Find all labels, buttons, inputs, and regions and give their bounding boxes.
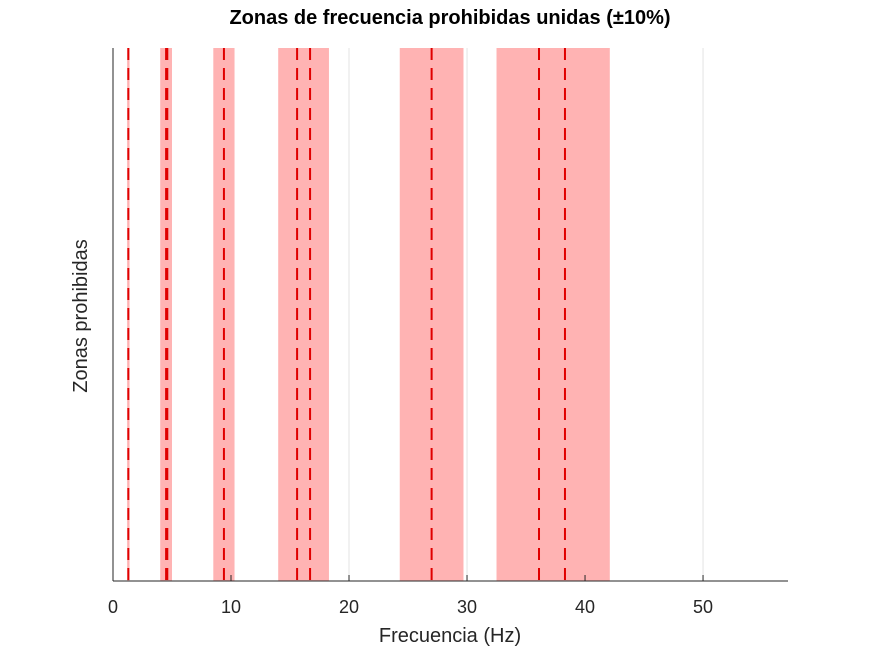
x-tick-label: 50	[693, 597, 713, 617]
x-ticks: 0 10 20 30 40 50	[108, 575, 713, 617]
y-axis-label: Zonas prohibidas	[70, 239, 92, 392]
x-tick-label: 40	[575, 597, 595, 617]
forbidden-band	[278, 48, 329, 581]
forbidden-band	[496, 48, 610, 581]
x-tick-label: 10	[221, 597, 241, 617]
axes	[112, 48, 788, 582]
x-axis-label: Frecuencia (Hz)	[379, 625, 521, 647]
x-tick-label: 30	[457, 597, 477, 617]
x-tick-label: 20	[339, 597, 359, 617]
chart-title: Zonas de frecuencia prohibidas unidas (±…	[229, 7, 670, 29]
x-tick-label: 0	[108, 597, 118, 617]
forbidden-bands	[127, 48, 610, 581]
frequency-lines	[127, 48, 566, 581]
